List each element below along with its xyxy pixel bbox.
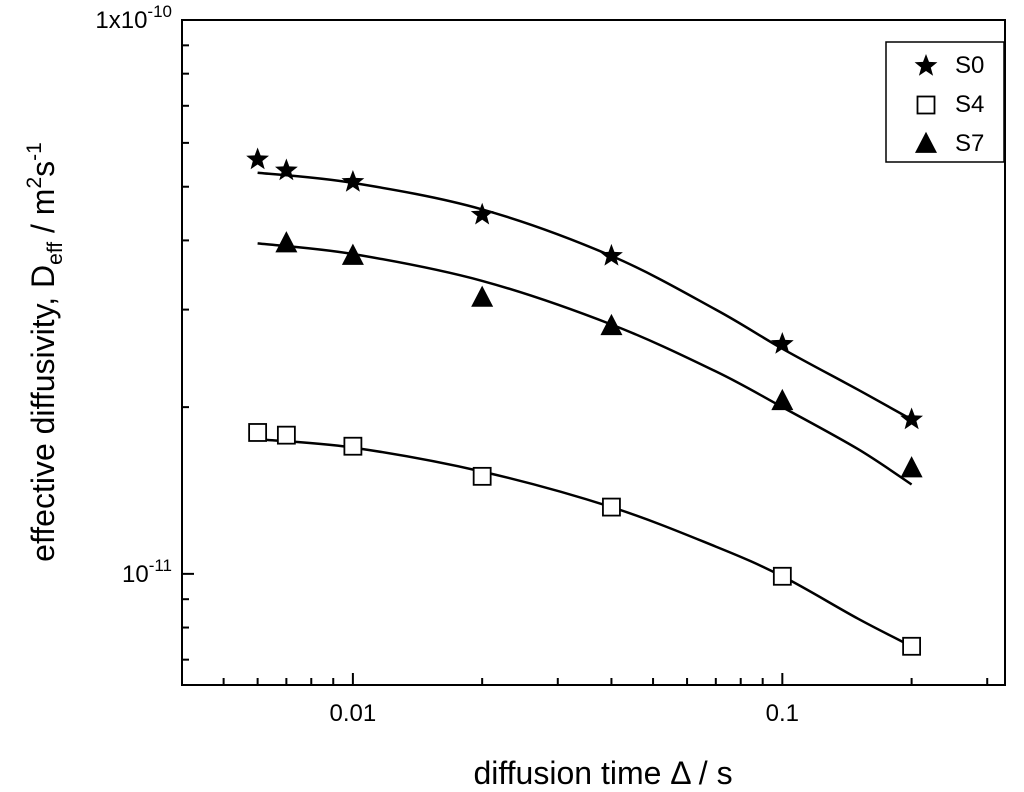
x-axis-title: diffusion time Δ / s xyxy=(473,755,732,791)
data-point-s7 xyxy=(771,388,794,411)
data-point-s4 xyxy=(343,436,363,456)
fit-curve-s0 xyxy=(257,171,913,421)
legend-label-s4: S4 xyxy=(955,91,984,118)
legend-label-s7: S7 xyxy=(955,130,984,157)
data-point-s0 xyxy=(470,202,494,225)
data-point-s4 xyxy=(902,636,922,656)
legend-marker-s0 xyxy=(914,54,938,76)
data-points xyxy=(246,147,923,656)
x-tick-label: 0.1 xyxy=(766,700,799,727)
legend-marker-s4 xyxy=(916,95,936,115)
y-axis-title-sup1: 2 xyxy=(23,177,46,189)
x-tick-label: 0.01 xyxy=(330,700,377,727)
legend: S0 S4 S7 xyxy=(885,41,1005,163)
x-axis-title-text: diffusion time xyxy=(473,755,670,791)
x-axis-ticks: 0.01 0.1 xyxy=(181,673,989,727)
y-tick-label: 10-11 xyxy=(122,556,172,588)
legend-marker-s7 xyxy=(915,131,937,153)
fit-curve-s7 xyxy=(257,242,913,486)
x-axis-title-unit: / s xyxy=(690,755,733,791)
data-point-s7 xyxy=(900,456,923,478)
y-axis-title-unit-a: / m xyxy=(25,189,61,242)
y-tick-label: 1x10-10 xyxy=(95,2,172,34)
y-axis-title-sub: eff xyxy=(44,242,67,265)
legend-box xyxy=(885,41,1005,163)
y-axis-title-sup2: -1 xyxy=(23,142,46,161)
y-axis-title-unit-b: s xyxy=(25,161,61,177)
data-point-s0 xyxy=(900,407,923,430)
legend-label-s0: S0 xyxy=(955,52,984,79)
fit-curve-s4 xyxy=(257,438,913,648)
y-axis-title: effective diffusivity, Deff / m2s-1 xyxy=(23,142,67,562)
data-point-s0 xyxy=(770,332,794,354)
data-point-s4 xyxy=(602,497,621,517)
fit-curves xyxy=(257,171,913,648)
legend-symbol-s4 xyxy=(916,95,936,115)
data-point-s0 xyxy=(275,158,298,181)
plot-frame xyxy=(181,19,1006,686)
data-point-s4 xyxy=(772,566,792,586)
legend-symbol-s7 xyxy=(915,131,937,153)
x-axis-title-symbol: Δ xyxy=(670,755,691,791)
data-point-s4 xyxy=(276,425,296,445)
data-point-s0 xyxy=(246,147,269,170)
legend-symbol-s0 xyxy=(914,54,938,76)
data-point-s4 xyxy=(472,466,492,486)
data-point-s7 xyxy=(471,285,494,307)
data-point-s0 xyxy=(600,243,623,266)
data-point-s0 xyxy=(341,170,365,192)
data-point-s4 xyxy=(248,423,268,442)
data-point-s7 xyxy=(275,231,298,253)
data-point-s7 xyxy=(600,313,623,336)
y-axis-title-text: effective diffusivity, D xyxy=(25,265,61,562)
data-point-s7 xyxy=(341,243,364,265)
y-axis-ticks: 1x10-10 10-11 xyxy=(95,2,194,661)
